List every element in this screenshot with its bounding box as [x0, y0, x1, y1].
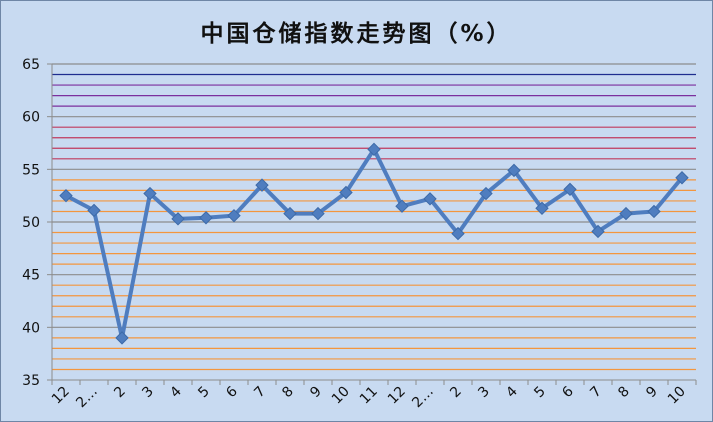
y-tick-label: 65	[22, 57, 40, 73]
y-tick-label: 45	[22, 268, 40, 284]
y-tick-label: 40	[22, 320, 40, 336]
x-tick-label: 8	[615, 384, 633, 402]
x-tick-label: 10	[665, 384, 689, 408]
data-point	[143, 186, 157, 201]
data-point	[311, 206, 325, 221]
data-point	[255, 178, 269, 192]
x-tick-label: 10	[329, 384, 353, 408]
data-point	[87, 203, 101, 218]
data-point	[647, 204, 661, 219]
data-point	[675, 171, 689, 185]
data-point	[339, 185, 353, 200]
x-tick-label: 3	[139, 384, 157, 402]
x-tick-label: 11	[357, 384, 381, 408]
x-tick-label: 7	[251, 384, 269, 402]
x-tick-label: 4	[167, 383, 185, 401]
x-tick-label: 8	[279, 384, 297, 402]
data-point	[115, 331, 129, 345]
data-point	[199, 211, 213, 225]
x-tick-label: 4	[503, 383, 521, 401]
x-tick-label: 3	[475, 384, 493, 402]
x-tick-label: 2…	[409, 384, 437, 412]
y-tick-label: 35	[22, 373, 40, 389]
data-point	[423, 192, 437, 206]
y-tick-label: 50	[22, 215, 40, 231]
data-point	[507, 163, 521, 178]
x-tick-label: 6	[223, 383, 241, 401]
chart-title: 中国仓储指数走势图（%）	[200, 21, 513, 47]
x-tick-label: 2	[111, 384, 129, 402]
y-tick-label: 60	[22, 110, 40, 126]
data-point	[227, 208, 241, 223]
data-point	[619, 206, 633, 221]
x-tick-label: 9	[307, 384, 325, 402]
data-point	[451, 226, 465, 241]
y-tick-label: 55	[22, 162, 40, 178]
data-point	[535, 201, 549, 216]
data-point	[171, 212, 185, 226]
data-point	[283, 206, 297, 221]
data-point	[479, 186, 493, 201]
x-tick-label: 6	[559, 383, 577, 401]
data-point	[59, 188, 73, 203]
data-point	[367, 142, 381, 157]
x-tick-label: 5	[531, 384, 549, 402]
x-tick-label: 12	[385, 384, 409, 408]
data-point	[395, 199, 409, 213]
x-tick-label: 12	[49, 384, 73, 408]
data-point	[591, 224, 605, 239]
data-point	[563, 182, 577, 197]
x-tick-label: 2…	[73, 384, 101, 412]
x-tick-label: 7	[587, 384, 605, 402]
x-tick-label: 9	[643, 384, 661, 402]
x-tick-label: 2	[447, 384, 465, 402]
x-tick-label: 5	[195, 384, 213, 402]
